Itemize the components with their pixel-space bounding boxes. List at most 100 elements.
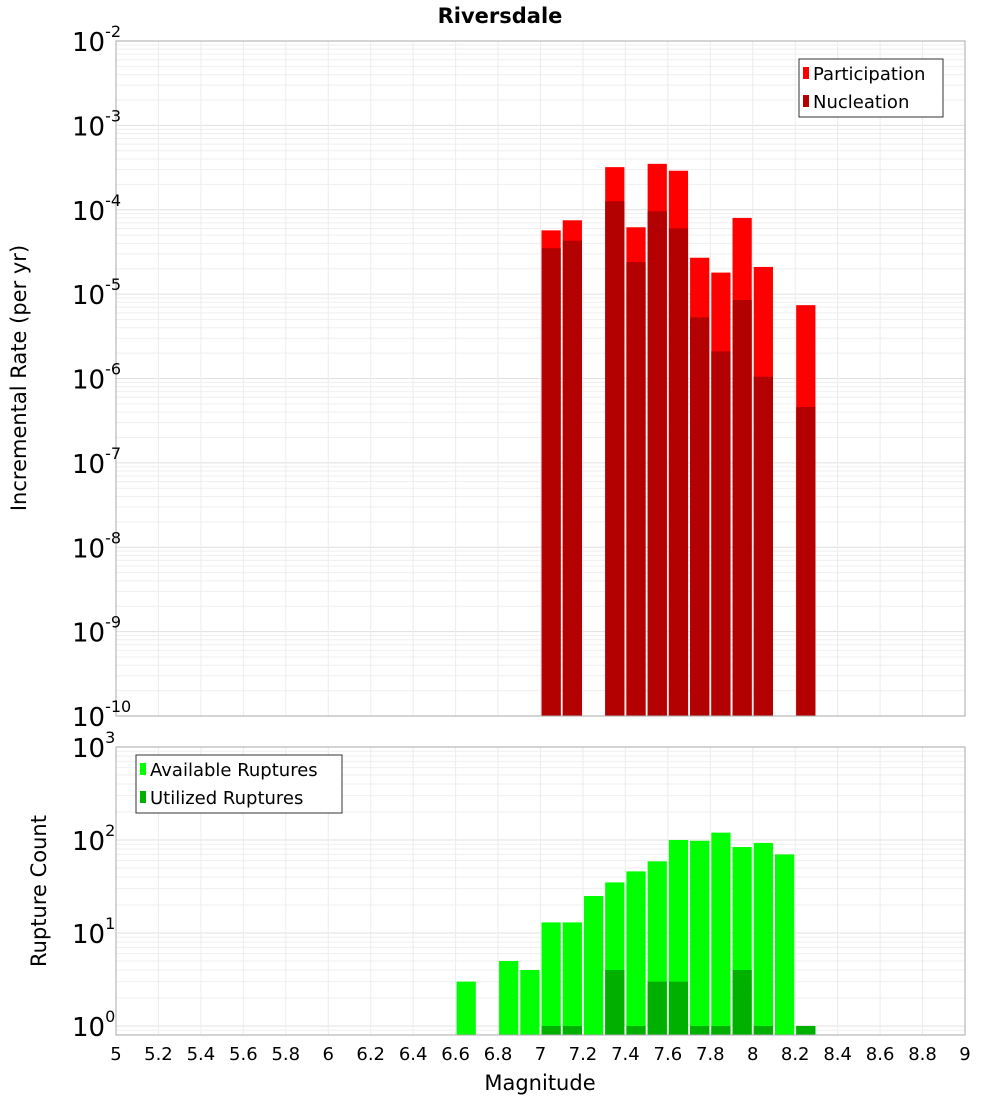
y-tick-exponent: -9	[105, 613, 121, 632]
bar-available-ruptures	[583, 895, 604, 1035]
plot-panel-0: 10-10 10-9 10-8 10-7 10-6 10-5 10-4 10-3 10-2 Par…	[72, 22, 966, 733]
y-tick-label: 10-5	[72, 275, 121, 311]
legend-entry: Nucleation	[813, 92, 909, 113]
bar-utilized-ruptures	[562, 1025, 582, 1035]
bar-utilized-ruptures	[668, 981, 689, 1035]
x-tick-label: 5.8	[271, 1044, 300, 1065]
x-tick-label: 8.2	[781, 1044, 810, 1065]
legend	[798, 58, 944, 118]
y-tick-exponent: 2	[105, 821, 115, 840]
y-tick-exponent: 3	[105, 728, 115, 747]
legend-swatch	[140, 791, 146, 803]
y-tick-label: 10-4	[72, 191, 121, 227]
bar-nucleation	[711, 351, 731, 716]
x-tick-label: 7.8	[696, 1044, 725, 1065]
plot-border	[115, 40, 966, 717]
x-tick-label: 8.8	[908, 1044, 937, 1065]
bar-available-ruptures	[562, 922, 582, 1035]
bar-utilized-ruptures	[541, 1025, 561, 1035]
y-tick-exponent: -4	[105, 191, 121, 210]
y-tick-label: 10-9	[72, 613, 121, 649]
x-axis-label: Magnitude	[484, 1071, 595, 1095]
x-tick-label: 8.4	[823, 1044, 852, 1065]
bar-available-ruptures	[753, 842, 773, 1035]
legend-swatch	[803, 67, 809, 79]
bar-available-ruptures	[499, 960, 519, 1035]
legend-swatch	[140, 763, 146, 775]
bar-nucleation	[605, 201, 625, 716]
y-tick-exponent: 1	[105, 914, 115, 933]
x-tick-label: 5	[110, 1044, 121, 1065]
bottom-y-axis-label: Rupture Count	[27, 815, 51, 967]
plot-border	[115, 746, 966, 1036]
x-tick-label: 7	[535, 1044, 546, 1065]
bar-utilized-ruptures	[690, 1025, 710, 1035]
x-tick-label: 6.2	[356, 1044, 385, 1065]
legend-entry: Available Ruptures	[150, 760, 318, 781]
y-tick-label: 10-3	[72, 106, 121, 142]
y-tick-exponent: -6	[105, 360, 121, 379]
bar-utilized-ruptures	[711, 1025, 731, 1035]
y-tick-exponent: -2	[105, 22, 121, 41]
bar-utilized-ruptures	[647, 981, 667, 1035]
y-tick-label: 10-10	[72, 697, 131, 733]
x-tick-label: 6.4	[399, 1044, 428, 1065]
bar-nucleation	[690, 317, 710, 716]
bar-available-ruptures	[774, 854, 795, 1035]
x-tick-label: 5.4	[187, 1044, 216, 1065]
y-tick-exponent: -3	[105, 106, 121, 125]
y-tick-label: 10-8	[72, 528, 121, 564]
x-tick-label: 5.6	[229, 1044, 258, 1065]
y-tick-label: 10-2	[72, 22, 121, 58]
x-tick-label: 7.6	[654, 1044, 683, 1065]
y-tick-exponent: -10	[105, 697, 131, 716]
y-tick-exponent: 0	[105, 1007, 115, 1026]
bar-available-ruptures	[520, 969, 540, 1035]
bar-nucleation	[796, 406, 816, 716]
bar-nucleation	[541, 248, 561, 717]
x-tick-label: 7.4	[611, 1044, 640, 1065]
legend	[135, 754, 343, 814]
bar-available-ruptures	[626, 871, 646, 1035]
y-tick-exponent: -5	[105, 275, 121, 294]
top-y-axis-label: Incremental Rate (per yr)	[7, 245, 31, 511]
bar-utilized-ruptures	[732, 969, 752, 1035]
legend-swatch	[803, 95, 809, 107]
y-tick-exponent: -7	[105, 444, 121, 463]
bar-nucleation	[732, 300, 752, 716]
bar-nucleation	[562, 240, 582, 717]
y-tick-label: 103	[72, 728, 115, 764]
bar-utilized-ruptures	[626, 1025, 646, 1035]
bar-utilized-ruptures	[796, 1025, 816, 1035]
bar-available-ruptures	[541, 922, 561, 1035]
bar-nucleation	[753, 376, 773, 716]
y-tick-label: 102	[72, 821, 115, 857]
y-tick-label: 10-7	[72, 444, 121, 480]
y-tick-label: 101	[72, 914, 115, 950]
x-tick-label: 8	[747, 1044, 758, 1065]
y-tick-label: 10-6	[72, 360, 121, 396]
bar-available-ruptures	[456, 981, 476, 1035]
x-tick-label: 9	[959, 1044, 970, 1065]
bar-nucleation	[668, 228, 689, 716]
x-tick-label: 5.2	[144, 1044, 173, 1065]
legend-entry: Participation	[813, 64, 925, 85]
x-tick-label: 8.6	[866, 1044, 895, 1065]
x-tick-label: 6	[323, 1044, 334, 1065]
bar-utilized-ruptures	[605, 969, 625, 1035]
bar-utilized-ruptures	[753, 1025, 773, 1035]
x-tick-label: 6.6	[441, 1044, 470, 1065]
x-tick-label: 6.8	[484, 1044, 513, 1065]
chart-title: Riversdale	[438, 4, 563, 28]
y-tick-label: 100	[72, 1007, 115, 1043]
y-tick-exponent: -8	[105, 528, 121, 547]
bar-nucleation	[647, 211, 667, 717]
bar-nucleation	[626, 262, 646, 716]
legend-entry: Utilized Ruptures	[150, 788, 303, 809]
bar-available-ruptures	[690, 840, 710, 1035]
x-tick-label: 7.2	[569, 1044, 598, 1065]
bar-available-ruptures	[711, 832, 731, 1035]
